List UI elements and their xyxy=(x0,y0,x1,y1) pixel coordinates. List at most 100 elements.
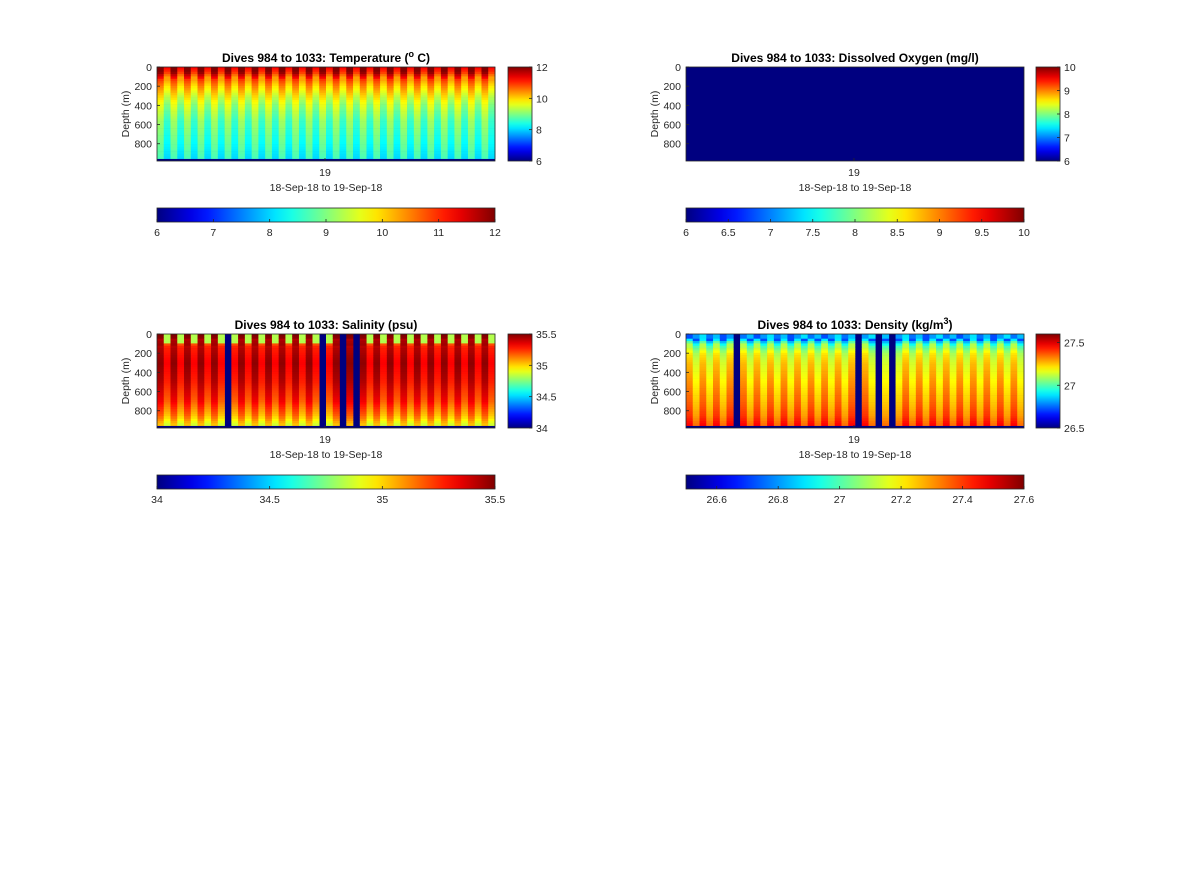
heatmap-cell xyxy=(204,383,212,386)
heatmap-cell xyxy=(359,85,367,89)
heatmap-cell xyxy=(292,348,300,351)
heatmap-cell xyxy=(359,388,367,391)
heatmap-cell xyxy=(434,142,442,145)
heatmap-cell xyxy=(440,376,448,379)
heatmap-cell xyxy=(461,102,469,105)
heatmap-cell xyxy=(271,406,279,410)
heatmap-cell xyxy=(305,151,313,155)
heatmap-cell xyxy=(841,423,849,426)
heatmap-cell xyxy=(827,383,836,386)
hcolorbar-tick-label: 7.5 xyxy=(805,227,820,239)
heatmap-cell xyxy=(461,369,469,372)
heatmap-cell xyxy=(190,359,198,363)
heatmap-cell xyxy=(380,97,388,101)
heatmap-cell xyxy=(332,135,340,138)
heatmap-cell xyxy=(454,345,462,349)
heatmap-cell xyxy=(800,397,808,401)
heatmap-cell xyxy=(224,88,232,91)
heatmap-cell xyxy=(197,76,205,80)
heatmap-cell xyxy=(474,123,482,127)
heatmap-cell xyxy=(292,69,300,72)
heatmap-cell xyxy=(692,369,700,372)
heatmap-cell xyxy=(278,402,286,405)
heatmap-cell xyxy=(170,97,178,101)
heatmap-cell xyxy=(481,67,489,70)
heatmap-cell xyxy=(163,369,171,372)
heatmap-cell xyxy=(427,385,435,389)
heatmap-cell xyxy=(204,345,212,349)
heatmap-cell xyxy=(339,156,347,159)
hcolorbar-tick-label: 9 xyxy=(937,227,943,239)
heatmap-cell xyxy=(400,123,408,127)
heatmap-cell xyxy=(366,90,374,94)
heatmap-cell xyxy=(713,406,721,410)
heatmap-cell xyxy=(157,76,165,80)
heatmap-cell xyxy=(753,413,761,417)
heatmap-cell xyxy=(292,156,300,159)
heatmap-cell xyxy=(244,74,252,77)
heatmap-cell xyxy=(278,406,286,410)
heatmap-cell xyxy=(305,359,313,363)
heatmap-cell xyxy=(359,395,367,398)
heatmap-cell xyxy=(692,357,700,361)
heatmap-cell xyxy=(773,392,781,396)
heatmap-cell xyxy=(251,366,259,370)
heatmap-cell xyxy=(380,418,388,422)
heatmap-cell xyxy=(467,399,476,403)
heatmap-cell xyxy=(413,111,421,115)
heatmap-cell xyxy=(305,78,313,82)
heatmap-cell xyxy=(305,95,313,98)
heatmap-cell xyxy=(440,399,448,403)
heatmap-cell xyxy=(467,135,476,138)
colorbar-tick-label: 10 xyxy=(536,93,548,105)
heatmap-cell xyxy=(474,392,482,396)
heatmap-cell xyxy=(794,385,802,389)
heatmap-cell xyxy=(346,369,354,372)
heatmap-cell xyxy=(461,153,469,157)
heatmap-cell xyxy=(197,385,205,389)
heatmap-cell xyxy=(760,395,768,398)
heatmap-cell xyxy=(760,402,768,405)
heatmap-cell xyxy=(346,399,354,403)
heatmap-cell xyxy=(380,388,388,391)
heatmap-cell xyxy=(190,397,198,401)
heatmap-cell xyxy=(461,390,469,394)
heatmap-cell xyxy=(454,74,462,77)
heatmap-cell xyxy=(440,390,448,394)
heatmap-cell xyxy=(265,90,273,94)
heatmap-cell xyxy=(740,388,748,391)
heatmap-cell xyxy=(170,338,178,342)
heatmap-cell xyxy=(157,406,165,410)
heatmap-cell xyxy=(251,132,259,136)
heatmap-cell xyxy=(740,411,748,415)
heatmap-cell xyxy=(251,67,259,70)
heatmap-cell xyxy=(298,78,307,82)
heatmap-cell xyxy=(204,132,212,136)
heatmap-cell xyxy=(440,406,448,410)
heatmap-cell xyxy=(278,128,286,131)
heatmap-cell xyxy=(440,371,448,375)
heatmap-cell xyxy=(753,418,761,422)
heatmap-cell xyxy=(224,97,232,101)
heatmap-cell xyxy=(393,92,401,96)
heatmap-cell xyxy=(163,343,171,347)
heatmap-cell xyxy=(699,416,707,419)
heatmap-cell xyxy=(706,413,714,417)
heatmap-cell xyxy=(420,130,428,134)
heatmap-cell xyxy=(366,118,374,122)
heatmap-cell xyxy=(339,83,347,87)
heatmap-cell xyxy=(814,362,822,365)
heatmap-cell xyxy=(190,409,198,412)
heatmap-cell xyxy=(312,355,320,358)
heatmap-cell xyxy=(467,118,476,122)
heatmap-cell xyxy=(211,336,219,339)
heatmap-cell xyxy=(386,406,394,410)
heatmap-cell xyxy=(400,139,408,143)
heatmap-cell xyxy=(413,142,421,145)
heatmap-cell xyxy=(211,373,219,377)
heatmap-cell xyxy=(319,67,327,70)
heatmap-cell xyxy=(359,149,367,152)
heatmap-cell xyxy=(332,88,340,91)
heatmap-cell xyxy=(413,378,421,382)
heatmap-cell xyxy=(461,366,469,370)
